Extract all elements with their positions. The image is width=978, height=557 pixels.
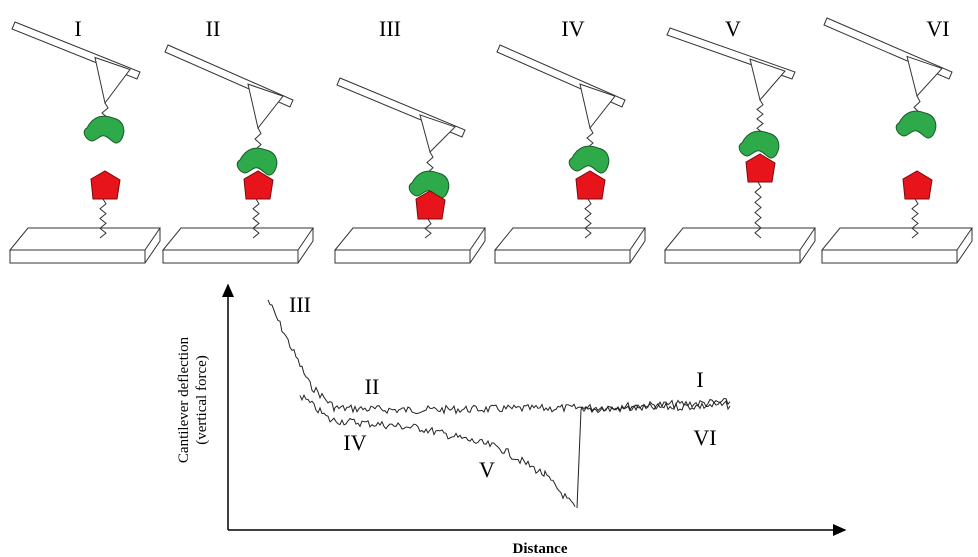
- tip: [906, 55, 943, 98]
- linker: [99, 198, 107, 239]
- ligand: [415, 190, 446, 220]
- y-axis-label: Cantilever deflection: [176, 336, 192, 463]
- linker: [426, 151, 434, 174]
- retract-curve: [576, 400, 731, 509]
- substrate: [820, 227, 973, 264]
- ligand: [902, 170, 933, 200]
- tip: [419, 114, 456, 153]
- tip: [579, 83, 616, 130]
- receptor: [236, 147, 278, 176]
- approach-curve: [267, 299, 731, 415]
- linker: [254, 127, 262, 151]
- tip: [247, 83, 284, 130]
- curve-label: I: [696, 367, 703, 392]
- tip: [749, 58, 786, 102]
- substrate: [333, 227, 486, 264]
- linker: [252, 198, 260, 239]
- panel-label: V: [725, 16, 741, 41]
- substrate: [493, 227, 646, 264]
- ligand: [243, 170, 274, 200]
- linker: [424, 218, 432, 239]
- panels: I II III IV V VI: [8, 16, 973, 264]
- ligand: [90, 170, 121, 200]
- receptor: [83, 115, 125, 144]
- receptor: [738, 130, 780, 159]
- panel-label: III: [379, 16, 401, 41]
- curve-label: II: [365, 374, 380, 399]
- substrate: [161, 227, 314, 264]
- force-plot: Cantilever deflection (vertical force) D…: [176, 283, 847, 557]
- panel-label: I: [74, 16, 81, 41]
- linker: [911, 198, 919, 239]
- linker: [584, 198, 592, 239]
- curve-label: V: [479, 457, 495, 482]
- panel-label: II: [206, 16, 221, 41]
- y-axis-label: (vertical force): [194, 355, 210, 445]
- linker: [754, 181, 762, 239]
- curve-label: III: [289, 292, 311, 317]
- linker: [586, 127, 594, 149]
- linker: [913, 95, 921, 114]
- substrate: [8, 227, 161, 264]
- x-axis-label: Distance: [513, 541, 568, 557]
- retract-curve: [299, 394, 576, 507]
- curve-label: VI: [693, 425, 716, 450]
- substrate: [663, 227, 816, 264]
- panel-label: VI: [926, 16, 949, 41]
- receptor: [895, 110, 937, 139]
- ligand: [745, 153, 776, 183]
- linker: [101, 102, 109, 119]
- curve-label: IV: [343, 430, 366, 455]
- ligand: [575, 170, 606, 200]
- receptor: [568, 145, 610, 174]
- panel-label: IV: [561, 16, 584, 41]
- linker: [756, 99, 764, 134]
- tip: [94, 56, 131, 105]
